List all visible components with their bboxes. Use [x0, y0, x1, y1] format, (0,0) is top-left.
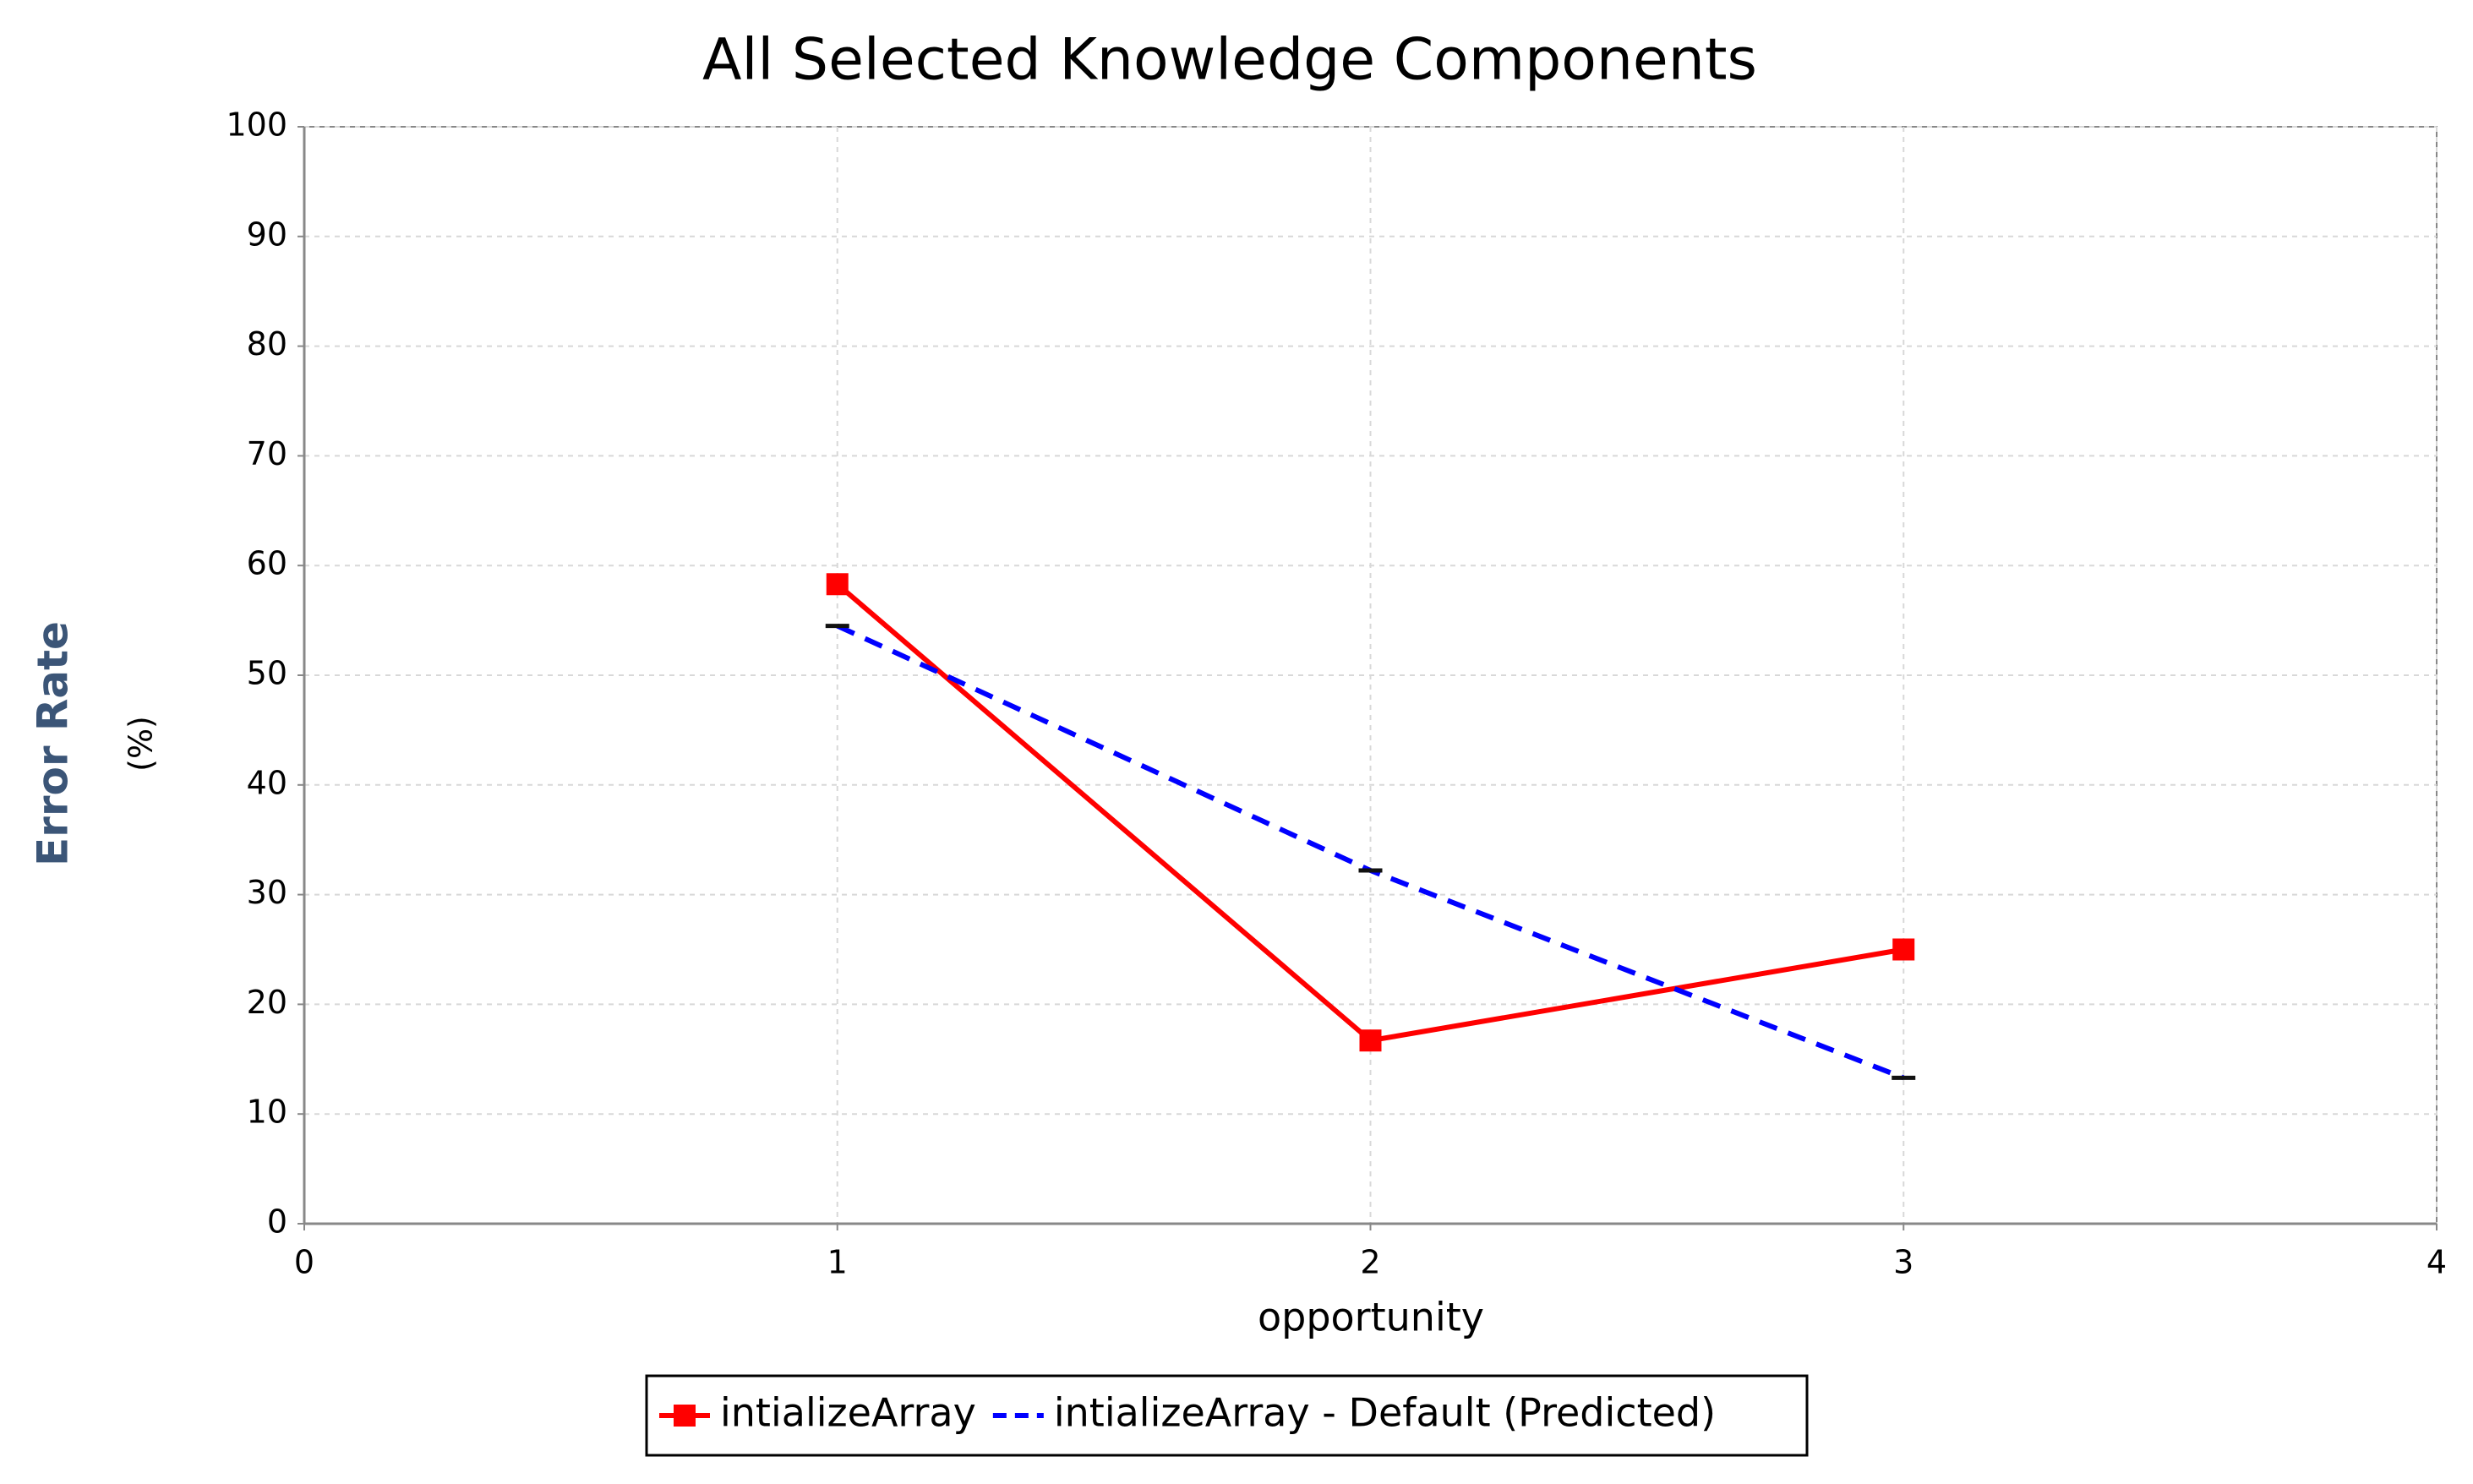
data-point: [826, 573, 849, 596]
chart-title: All Selected Knowledge Components: [702, 27, 1757, 94]
data-point: [1892, 938, 1915, 961]
y-tick-label: 10: [247, 1094, 287, 1131]
y-axis-unit: (%): [123, 716, 160, 772]
y-axis-title: Error Rate: [29, 621, 78, 866]
legend-label: intializeArray - Default (Predicted): [1054, 1390, 1716, 1436]
y-tick-label: 20: [247, 984, 287, 1021]
data-point: [1359, 1029, 1382, 1052]
legend-marker: [674, 1405, 696, 1427]
x-axis-title: opportunity: [1258, 1295, 1484, 1340]
x-tick-label: 4: [2427, 1244, 2447, 1281]
y-tick-label: 40: [247, 764, 287, 801]
y-tick-label: 0: [267, 1203, 287, 1241]
x-tick-label: 0: [294, 1244, 314, 1281]
y-tick-label: 100: [226, 106, 287, 144]
y-tick-label: 70: [247, 435, 287, 472]
y-tick-label: 50: [247, 655, 287, 692]
legend-label: intializeArray: [720, 1390, 976, 1436]
y-tick-label: 30: [247, 874, 287, 911]
y-tick-label: 60: [247, 545, 287, 582]
x-tick-label: 2: [1360, 1244, 1380, 1281]
y-tick-label: 90: [247, 216, 287, 253]
legend-box: [645, 1374, 1809, 1457]
x-tick-label: 1: [827, 1244, 848, 1281]
x-tick-label: 3: [1893, 1244, 1913, 1281]
y-tick-label: 80: [247, 325, 287, 363]
